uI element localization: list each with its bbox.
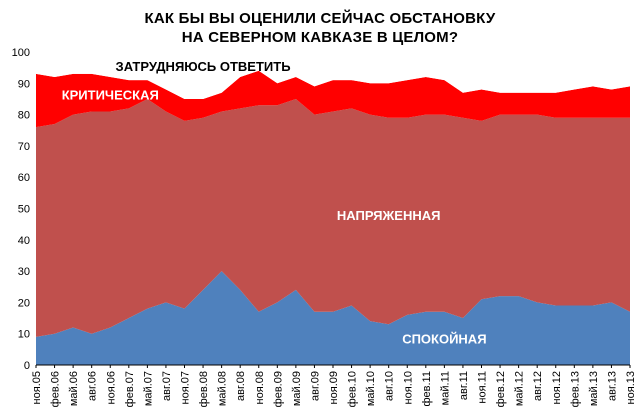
- x-tick-label: фев.08: [198, 371, 210, 407]
- y-tick-label: 60: [18, 172, 30, 184]
- x-tick-label: ноя.08: [254, 371, 266, 404]
- x-tick-label: ноя.07: [180, 371, 192, 404]
- x-tick-label: авг.11: [458, 371, 470, 400]
- x-tick-label: ноя.13: [625, 371, 637, 404]
- label-critical: КРИТИЧЕСКАЯ: [62, 87, 159, 102]
- chart-title-line-1: КАК БЫ ВЫ ОЦЕНИЛИ СЕЙЧАС ОБСТАНОВКУ: [144, 10, 496, 27]
- y-tick-label: 10: [18, 329, 30, 341]
- y-tick-label: 20: [18, 297, 30, 309]
- x-tick-label: ноя.05: [31, 371, 43, 404]
- y-tick-label: 30: [18, 266, 30, 278]
- x-tick-label: май.06: [68, 371, 80, 406]
- x-tick-label: май.13: [588, 371, 600, 406]
- x-tick-label: май.07: [142, 371, 154, 406]
- chart-title-line-2: НА СЕВЕРНОМ КАВКАЗЕ В ЦЕЛОМ?: [181, 29, 459, 46]
- area-critical: [36, 70, 630, 128]
- y-tick-label: 50: [18, 204, 30, 216]
- x-tick-label: авг.10: [384, 371, 396, 401]
- x-tick-label: ноя.12: [551, 371, 563, 404]
- x-tick-label: ноя.09: [328, 371, 340, 404]
- x-tick-label: авг.06: [87, 371, 99, 401]
- area-undecided: [36, 52, 630, 99]
- series-labels: СПОКОЙНАЯ НАПРЯЖЕННАЯ КРИТИЧЕСКАЯ ЗАТРУДНЯЮ…: [62, 59, 487, 346]
- x-tick-label: фев.13: [569, 371, 581, 407]
- x-tick-label: май.08: [217, 371, 229, 406]
- x-tick-label: май.10: [365, 371, 377, 406]
- y-tick-label: 70: [18, 141, 30, 153]
- y-tick-label: 90: [18, 78, 30, 90]
- x-tick-label: май.09: [291, 371, 303, 406]
- x-tick-label: май.12: [514, 371, 526, 406]
- x-tick-label: фев.10: [347, 371, 359, 407]
- x-tick-label: фев.06: [50, 371, 62, 407]
- x-tick-label: авг.07: [161, 371, 173, 401]
- area-tense: [36, 98, 630, 337]
- x-tick-label: ноя.10: [402, 371, 414, 404]
- y-axis: 0 10 20 30 40 50 60 70 80 90 100: [12, 47, 30, 372]
- x-tick-label: ноя.11: [477, 371, 489, 404]
- y-tick-label: 80: [18, 110, 30, 122]
- label-undecided: ЗАТРУДНЯЮСЬ ОТВЕТИТЬ: [116, 59, 291, 74]
- label-calm: СПОКОЙНАЯ: [402, 331, 486, 346]
- x-tick-label: фев.07: [124, 371, 136, 407]
- area-series-group: [36, 52, 630, 365]
- label-tense: НАПРЯЖЕННАЯ: [337, 208, 441, 223]
- y-tick-label: 40: [18, 235, 30, 247]
- x-tick-label: фев.09: [272, 371, 284, 407]
- x-tick-label: фев.12: [495, 371, 507, 407]
- x-tick-label: авг.09: [309, 371, 321, 401]
- x-axis: ноя.05 фев.06 май.06 авг.06 ноя.06 фев.07 май.…: [31, 364, 637, 407]
- x-tick-label: май.11: [439, 371, 451, 405]
- x-tick-label: авг.08: [235, 371, 247, 401]
- x-tick-label: ноя.06: [105, 371, 117, 404]
- x-tick-label: авг.12: [532, 371, 544, 401]
- y-tick-label: 100: [12, 47, 30, 59]
- y-tick-label: 0: [24, 360, 30, 372]
- x-tick-label: авг.13: [606, 371, 618, 401]
- x-tick-label: фев.11: [421, 371, 433, 407]
- area-calm: [36, 271, 630, 365]
